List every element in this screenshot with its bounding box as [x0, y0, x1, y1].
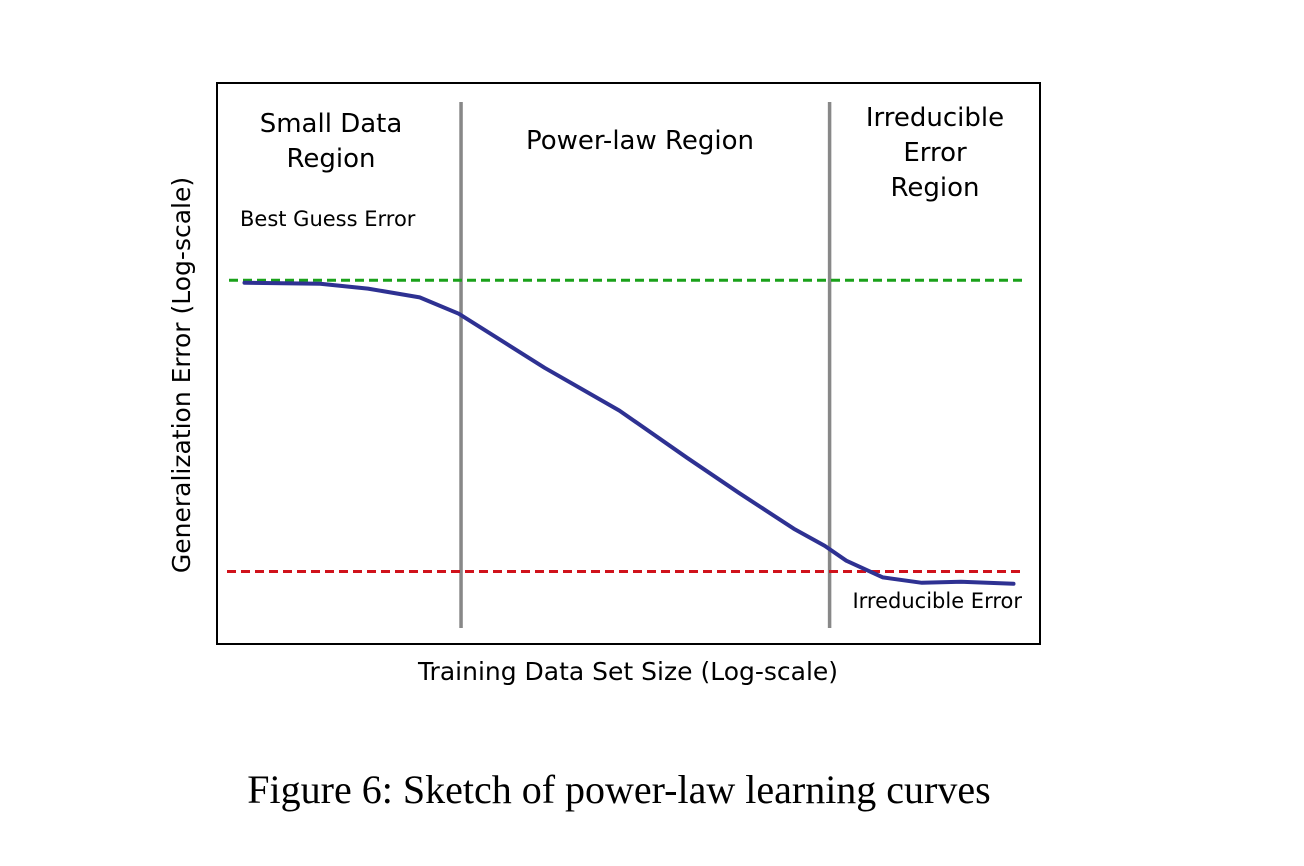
irreducible-error-region-label-line-1: Irreducible	[866, 103, 1004, 133]
reference-lines	[227, 278, 1024, 573]
learning-curve-line	[242, 280, 1016, 586]
small-data-region-label-line-2: Region	[286, 144, 375, 174]
plot-frame	[216, 82, 1041, 645]
series-layer	[242, 280, 1016, 586]
region-dividers	[459, 102, 832, 628]
y-axis-label: Generalization Error (Log-scale)	[167, 177, 196, 573]
figure-caption: Figure 6: Sketch of power-law learning c…	[247, 767, 991, 812]
chart-labels: Small Data Region Power-law Region Irreduci…	[167, 103, 1022, 686]
irreducible-error-label: Irreducible Error	[852, 589, 1022, 613]
irreducible-error-region-label-line-2: Error	[903, 138, 967, 168]
irreducible-error-region-label-line-3: Region	[890, 173, 979, 203]
best-guess-error-label: Best Guess Error	[240, 207, 416, 231]
small-data-region-label-line-1: Small Data	[260, 109, 403, 139]
power-law-region-label-line-1: Power-law Region	[526, 126, 754, 156]
x-axis-label: Training Data Set Size (Log-scale)	[417, 657, 838, 686]
